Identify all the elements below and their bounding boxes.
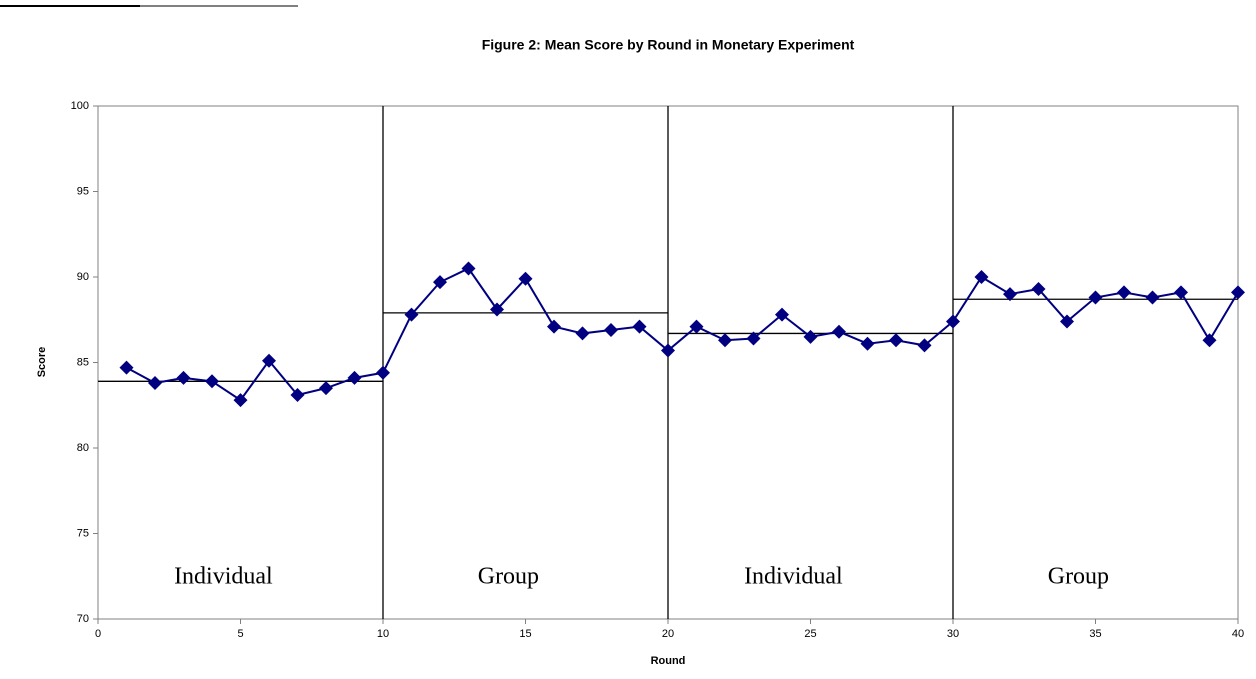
- data-point: [689, 319, 704, 334]
- data-point: [632, 319, 647, 334]
- x-tick-label: 5: [237, 628, 243, 640]
- data-point: [917, 338, 932, 353]
- data-point: [1174, 285, 1188, 300]
- period-label: Individual: [174, 564, 273, 590]
- data-point: [832, 324, 846, 339]
- data-point: [746, 331, 761, 346]
- y-tick-label: 75: [77, 527, 89, 539]
- x-tick-label: 25: [804, 628, 816, 640]
- data-point: [148, 376, 162, 391]
- data-point: [889, 333, 903, 348]
- y-tick-label: 70: [77, 613, 89, 625]
- data-point: [176, 370, 191, 385]
- data-point: [518, 271, 533, 286]
- period-label: Group: [1048, 564, 1109, 590]
- y-tick-label: 80: [77, 442, 89, 454]
- y-tick-label: 95: [77, 185, 89, 197]
- data-point: [1003, 287, 1017, 302]
- y-tick-label: 90: [77, 271, 89, 283]
- x-axis-label: Round: [651, 655, 686, 667]
- x-tick-label: 20: [662, 628, 674, 640]
- data-point: [376, 365, 390, 380]
- series-line: [126, 267, 1239, 402]
- data-point: [433, 275, 447, 290]
- data-point: [1060, 314, 1074, 329]
- data-point: [461, 261, 476, 276]
- y-axis-label: Score: [36, 347, 48, 378]
- data-point: [319, 381, 333, 396]
- x-tick-label: 40: [1232, 628, 1244, 640]
- period-label: Group: [478, 564, 539, 590]
- x-tick-label: 10: [377, 628, 389, 640]
- data-point: [205, 374, 219, 389]
- data-point: [1202, 333, 1217, 348]
- chart-title: Figure 2: Mean Score by Round in Monetar…: [482, 37, 855, 53]
- data-point: [661, 343, 675, 358]
- data-point: [119, 360, 134, 375]
- data-point: [860, 336, 875, 351]
- x-tick-label: 35: [1089, 628, 1101, 640]
- data-point: [1145, 290, 1160, 305]
- data-point: [775, 307, 789, 322]
- data-point: [946, 314, 960, 329]
- data-point: [974, 270, 989, 284]
- data-point: [1031, 281, 1046, 296]
- data-point: [404, 307, 419, 322]
- data-point: [547, 319, 561, 334]
- data-point: [290, 387, 305, 402]
- data-point: [1088, 290, 1103, 305]
- y-tick-label: 85: [77, 356, 89, 368]
- data-point: [233, 393, 248, 408]
- data-point: [490, 302, 504, 317]
- period-label: Individual: [744, 564, 843, 590]
- data-point: [575, 326, 590, 341]
- data-point: [718, 333, 732, 348]
- x-tick-label: 15: [519, 628, 531, 640]
- y-tick-label: 100: [71, 100, 89, 112]
- data-point: [803, 329, 818, 344]
- data-point: [1117, 285, 1131, 300]
- data-point: [604, 323, 618, 338]
- data-point: [347, 370, 362, 385]
- data-point: [1231, 285, 1245, 300]
- data-point: [262, 353, 276, 368]
- x-tick-label: 0: [95, 628, 101, 640]
- x-tick-label: 30: [947, 628, 959, 640]
